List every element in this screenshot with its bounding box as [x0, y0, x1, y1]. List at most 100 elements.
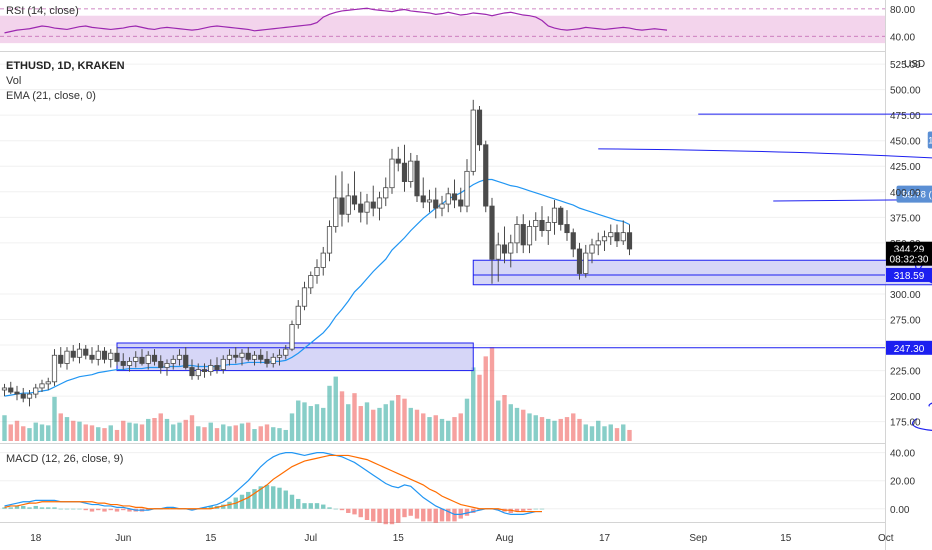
- macd-histogram-bar: [308, 503, 313, 509]
- candle-up: [251, 354, 258, 360]
- volume-bar: [533, 415, 538, 441]
- time-tick-label: 17: [599, 533, 611, 544]
- volume-bar: [302, 402, 307, 441]
- ema-label: EMA (21, close, 0): [6, 90, 96, 102]
- macd-histogram-bar: [521, 508, 526, 512]
- candle-down: [626, 232, 633, 250]
- candle-up: [333, 197, 339, 227]
- volume-bar: [321, 407, 326, 441]
- macd-histogram-bar: [402, 508, 407, 518]
- macd-histogram-bar: [464, 508, 470, 516]
- candle-up: [314, 266, 320, 276]
- candle-up: [583, 252, 589, 274]
- macd-histogram-bar: [333, 508, 338, 510]
- candle-up: [208, 365, 214, 373]
- macd-histogram-bar: [533, 508, 538, 510]
- macd-label: MACD (12, 26, close, 9): [6, 453, 123, 465]
- candle-up: [326, 226, 333, 254]
- volume-bar: [571, 413, 576, 441]
- volume-bar: [202, 427, 207, 441]
- price-tick-label: 525.00: [890, 60, 921, 71]
- macd-histogram-bar: [314, 503, 320, 509]
- macd-tick-label: 0.00: [890, 505, 910, 516]
- candlestick-series: [1, 99, 633, 407]
- macd-histogram-bar: [52, 507, 57, 509]
- volume-bar: [264, 424, 270, 441]
- macd-histogram-bar: [114, 508, 120, 512]
- macd-histogram-bar: [264, 484, 270, 509]
- macd-histogram-bar: [146, 508, 151, 511]
- candle-up: [301, 287, 308, 307]
- volume-bar: [33, 422, 38, 441]
- volume-bar: [121, 420, 126, 441]
- candle-up: [545, 222, 551, 232]
- macd-histogram-bar: [352, 508, 357, 515]
- volume-bar: [21, 426, 26, 441]
- candle-up: [308, 275, 314, 289]
- price-tick-label: 175.00: [890, 418, 921, 429]
- macd-histogram-bar: [396, 508, 401, 523]
- macd-histogram-bar: [377, 508, 382, 523]
- candle-up: [270, 356, 276, 364]
- candle-up: [108, 352, 114, 360]
- volume-bar: [214, 428, 220, 441]
- candle-up: [226, 354, 233, 360]
- candle-up: [64, 350, 70, 364]
- price-tick-label: 225.00: [890, 367, 921, 378]
- price-pane[interactable]: 108.40 (32.77%) 10840 56.78 (17.17%) 5678…: [0, 59, 932, 441]
- volume-bar: [296, 400, 301, 441]
- price-tick-label: 400.00: [890, 188, 921, 199]
- volume-bar: [627, 429, 632, 441]
- macd-histogram-bar: [458, 508, 463, 519]
- volume-bar: [564, 417, 570, 441]
- candle-down: [183, 354, 189, 368]
- macd-histogram-bar: [371, 508, 376, 522]
- macd-histogram-bar: [289, 494, 295, 509]
- volume-bar: [614, 428, 620, 441]
- macd-histogram-bar: [277, 487, 282, 509]
- candle-up: [608, 232, 614, 238]
- rsi-tick-label: 80.00: [890, 5, 915, 16]
- volume-bar: [133, 423, 138, 441]
- volume-bar: [52, 396, 57, 441]
- volume-bar: [596, 420, 601, 441]
- candle-down: [501, 244, 508, 254]
- candle-down: [245, 352, 251, 360]
- candle-up: [220, 358, 226, 370]
- time-tick-label: 18: [30, 533, 42, 544]
- volume-bar: [152, 418, 157, 441]
- candle-down: [20, 393, 26, 399]
- projection-down-path: [922, 275, 932, 284]
- volume-bar: [402, 398, 407, 441]
- rsi-label: RSI (14, close): [6, 5, 79, 17]
- volume-bar: [83, 424, 88, 441]
- macd-histogram-bar: [427, 508, 432, 522]
- candle-down: [151, 354, 158, 362]
- volume-bar: [377, 407, 382, 441]
- volume-bar: [471, 367, 476, 441]
- price-badge-label: 08:32:30: [890, 255, 929, 266]
- candle-down: [564, 224, 570, 234]
- macd-histogram-bar: [27, 507, 32, 509]
- volume-bar: [177, 422, 182, 441]
- candle-down: [458, 199, 464, 207]
- volume-bar: [8, 424, 13, 441]
- candle-up: [445, 193, 451, 205]
- macd-histogram-bar: [439, 508, 445, 522]
- volume-bar: [621, 424, 626, 441]
- volume-bar: [502, 395, 507, 441]
- candle-up: [33, 387, 39, 395]
- macd-histogram-bar: [452, 508, 457, 522]
- candle-up: [383, 187, 389, 199]
- volume-bar: [27, 428, 32, 441]
- resistance-curve: [598, 148, 932, 159]
- volume-bar: [346, 404, 351, 441]
- volume-bar: [314, 404, 320, 441]
- volume-bar: [364, 402, 370, 441]
- macd-histogram-bar: [189, 508, 195, 511]
- candle-up: [170, 358, 176, 364]
- candle-down: [189, 367, 195, 377]
- candle-up: [495, 244, 501, 260]
- candle-up: [133, 356, 139, 362]
